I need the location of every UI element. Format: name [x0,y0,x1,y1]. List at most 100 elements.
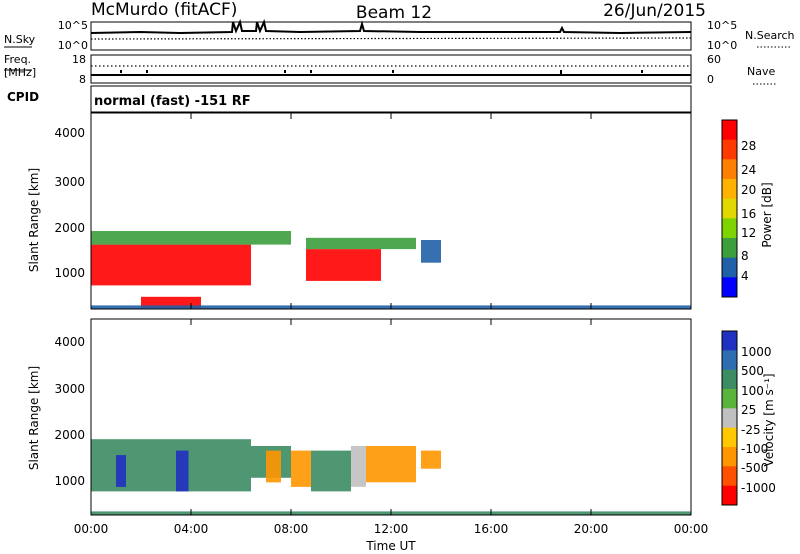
velocity-region-2 [176,450,189,492]
power-cbar-tick-12: 12 [741,226,756,240]
noise-left-tick-top: 10^5 [58,19,88,32]
x-axis-tick-labels: 00:00 04:00 08:00 12:00 16:00 20:00 00:0… [74,522,709,536]
power-cbar-tick-20: 20 [741,183,756,197]
power-cbar-tick-24: 24 [741,163,756,177]
xtick-1600: 16:00 [474,522,509,536]
power-ytick-3000: 3000 [54,175,85,189]
cpid-panel-frame [90,85,692,113]
freq-label-line1: Freq. [4,53,31,66]
power-colorbar-swatch-5 [722,218,737,239]
power-ylabel: Slant Range [km] [27,168,41,272]
velocity-colorbar-swatch-2 [722,369,737,390]
power-y-axis: 4000 3000 2000 1000 [54,126,85,280]
velocity-cbar-tick-1000: 1000 [741,345,772,359]
velocity-colorbar-swatch-8 [722,485,737,506]
power-ytick-2000: 2000 [54,221,85,235]
velocity-colorbar-swatch-0 [722,331,737,351]
xtick-0000-start: 00:00 [74,522,109,536]
velocity-cbar-tick-neg25: -25 [741,423,761,437]
beam-title: Beam 12 [356,3,432,23]
velocity-region-7 [351,446,366,487]
power-colorbar-swatch-7 [722,257,737,278]
power-ytick-4000: 4000 [54,126,85,140]
velocity-region-4 [266,450,281,483]
velocity-region-0 [91,439,251,492]
power-region-4 [141,296,201,309]
date-title: 26/Jun/2015 [603,1,706,21]
velocity-colorbar-ticks: 1000 500 100 25 -25 -100 -500 -1000 [741,345,776,495]
velocity-ytick-1000: 1000 [54,474,85,488]
power-colorbar-swatch-0 [722,120,737,141]
velocity-colorbar-label: Velocity [m s⁻¹] [762,373,776,466]
velocity-colorbar-swatch-6 [722,447,737,467]
power-region-0 [91,244,251,286]
station-title: McMurdo (fitACF) [91,0,237,20]
velocity-colorbar-swatch-1 [722,350,737,371]
velocity-cbar-tick-100: 100 [741,384,764,398]
velocity-region-9 [421,450,441,469]
velocity-colorbar [722,331,737,506]
velocity-ylabel: Slant Range [km] [27,366,41,470]
power-colorbar-label: Power [dB] [760,182,774,247]
xtick-0800: 08:00 [274,522,309,536]
noise-panel-frame [90,21,692,51]
velocity-colorbar-swatch-5 [722,427,737,448]
power-colorbar-swatch-4 [722,198,737,219]
velocity-cbar-tick-500: 500 [741,364,764,378]
power-region-1 [91,231,291,245]
cpid-label: CPID [7,90,39,104]
nave-dips [120,70,643,76]
power-region-5 [421,240,441,263]
power-cbar-tick-8: 8 [741,249,749,263]
velocity-colorbar-swatch-4 [722,408,737,429]
noise-right-tick-bottom: 10^0 [707,39,737,52]
velocity-cbar-tick-neg1000: -1000 [741,481,776,495]
xtick-2000: 20:00 [574,522,609,536]
noise-sky-label: N.Sky [4,33,36,46]
noise-left-tick-bottom: 10^0 [58,39,88,52]
x-axis-ticks [90,113,692,515]
power-ytick-1000: 1000 [54,266,85,280]
velocity-cbar-tick-neg500: -500 [741,461,768,475]
noise-sky-trace [90,18,692,35]
xtick-0000-end: 00:00 [674,522,709,536]
xtick-1200: 12:00 [374,522,409,536]
freq-panel-frame [90,54,692,84]
power-cbar-tick-4: 4 [741,269,749,283]
power-region-2 [306,249,381,281]
velocity-colorbar-frame [721,330,738,506]
velocity-ytick-3000: 3000 [54,382,85,396]
power-colorbar-frame [721,119,738,298]
power-cbar-tick-16: 16 [741,207,756,221]
freq-left-tick-bottom: 8 [79,73,86,86]
power-colorbar [722,120,737,298]
power-colorbar-ticks: 28 24 20 16 12 8 4 [741,139,756,283]
freq-left-tick-top: 18 [72,53,86,66]
xtick-0400: 04:00 [174,522,209,536]
velocity-cbar-tick-25: 25 [741,403,756,417]
velocity-cbar-tick-neg100: -100 [741,442,768,456]
velocity-region-6 [311,450,351,492]
velocity-colorbar-swatch-7 [722,466,737,487]
power-cbar-tick-28: 28 [741,139,756,153]
power-colorbar-swatch-8 [722,277,737,298]
power-colorbar-swatch-1 [722,139,737,160]
power-colorbar-swatch-3 [722,179,737,200]
power-region-3 [306,237,416,250]
power-colorbar-swatch-6 [722,238,737,259]
velocity-region-5 [291,450,311,487]
x-axis-label: Time UT [365,539,416,553]
freq-right-tick-bottom: 0 [707,73,714,86]
power-colorbar-swatch-2 [722,159,737,180]
velocity-y-axis: 4000 3000 2000 1000 [54,335,85,488]
noise-search-trace [90,37,692,40]
freq-label-line2: [MHz] [4,66,36,79]
noise-search-label: N.Search [745,29,795,42]
velocity-ytick-2000: 2000 [54,428,85,442]
cpid-text: normal (fast) -151 RF [94,94,251,109]
velocity-ytick-4000: 4000 [54,335,85,349]
velocity-region-8 [366,446,416,483]
velocity-region-1 [116,455,126,487]
freq-right-tick-top: 60 [707,53,721,66]
